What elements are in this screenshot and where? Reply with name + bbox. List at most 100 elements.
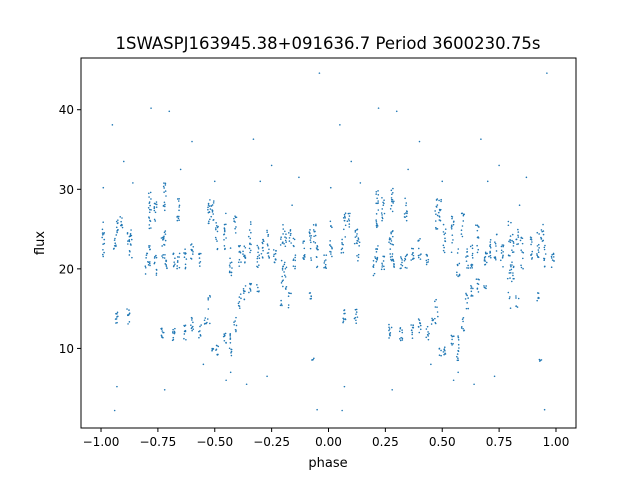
data-point <box>207 308 210 310</box>
data-point <box>235 329 237 331</box>
data-point <box>198 252 201 255</box>
data-point <box>354 231 357 233</box>
data-point <box>456 271 458 274</box>
data-point <box>294 259 297 262</box>
data-point <box>198 336 200 339</box>
data-point <box>466 255 468 257</box>
data-point <box>354 308 357 311</box>
data-point <box>192 250 194 253</box>
data-point <box>330 253 332 255</box>
data-point <box>284 245 287 248</box>
data-point <box>312 224 315 226</box>
data-point <box>466 248 468 250</box>
data-point <box>404 255 407 258</box>
data-point <box>185 252 187 255</box>
data-point <box>192 321 194 324</box>
data-point <box>376 224 378 226</box>
data-point <box>399 339 402 342</box>
y-tick-label: 20 <box>59 262 74 276</box>
data-point <box>494 241 496 243</box>
data-point <box>456 355 458 358</box>
data-point <box>356 233 358 235</box>
data-point <box>217 225 219 228</box>
data-point <box>230 261 233 264</box>
data-point <box>390 232 392 235</box>
data-point <box>164 184 167 186</box>
data-point <box>223 333 225 335</box>
data-point <box>515 238 518 241</box>
data-point <box>512 251 515 253</box>
data-point <box>209 296 212 298</box>
data-point <box>553 260 555 262</box>
x-tick-label: −1.00 <box>83 435 120 449</box>
data-point <box>508 297 511 300</box>
data-point <box>209 218 211 221</box>
data-point <box>215 222 217 224</box>
data-point <box>283 261 286 264</box>
data-point <box>243 254 246 257</box>
data-point <box>128 240 131 243</box>
data-point <box>176 267 178 270</box>
data-point <box>537 255 539 258</box>
data-point <box>401 261 403 264</box>
data-point <box>388 237 391 239</box>
data-point <box>174 327 176 330</box>
data-point <box>427 261 429 263</box>
data-point <box>113 245 116 247</box>
data-point <box>210 205 213 207</box>
data-point <box>207 297 210 299</box>
data-point <box>149 219 151 222</box>
data-point <box>462 316 465 319</box>
data-point <box>411 326 414 329</box>
data-point <box>270 164 273 167</box>
data-point <box>461 325 463 328</box>
data-point <box>458 274 461 277</box>
data-point <box>309 239 312 241</box>
data-point <box>460 327 463 329</box>
data-point <box>285 286 288 288</box>
data-point <box>102 221 104 223</box>
data-point <box>216 240 218 242</box>
data-point <box>517 243 520 245</box>
data-point <box>310 257 312 259</box>
data-point <box>178 204 181 207</box>
data-point <box>372 264 375 266</box>
data-point <box>419 324 422 327</box>
data-point <box>469 267 472 269</box>
data-point <box>166 267 168 269</box>
data-point <box>388 323 390 326</box>
data-point <box>458 347 460 349</box>
data-point <box>509 277 511 279</box>
data-point <box>356 242 358 245</box>
data-point <box>178 198 180 200</box>
data-point <box>199 265 201 267</box>
data-point <box>231 267 233 269</box>
data-point <box>465 260 468 262</box>
data-point <box>148 246 150 249</box>
data-point <box>507 291 510 294</box>
data-point <box>329 244 331 246</box>
data-point <box>391 389 393 391</box>
data-point <box>315 223 317 226</box>
data-point <box>435 205 438 208</box>
data-point <box>434 317 436 320</box>
data-point <box>272 249 275 251</box>
data-point <box>102 248 104 251</box>
data-point <box>436 306 438 308</box>
data-point <box>240 297 242 300</box>
data-point <box>111 124 114 126</box>
data-point <box>510 280 513 283</box>
data-point <box>165 195 167 197</box>
data-point <box>242 250 244 253</box>
data-point <box>176 198 179 200</box>
x-tick-label: 0.00 <box>315 435 342 449</box>
data-point <box>550 255 553 258</box>
data-point <box>501 244 504 246</box>
data-point <box>450 342 453 345</box>
data-point <box>308 231 311 233</box>
data-point <box>114 242 117 244</box>
data-point <box>417 247 420 250</box>
data-point <box>470 263 473 266</box>
data-point <box>258 290 260 292</box>
data-point <box>163 191 165 193</box>
